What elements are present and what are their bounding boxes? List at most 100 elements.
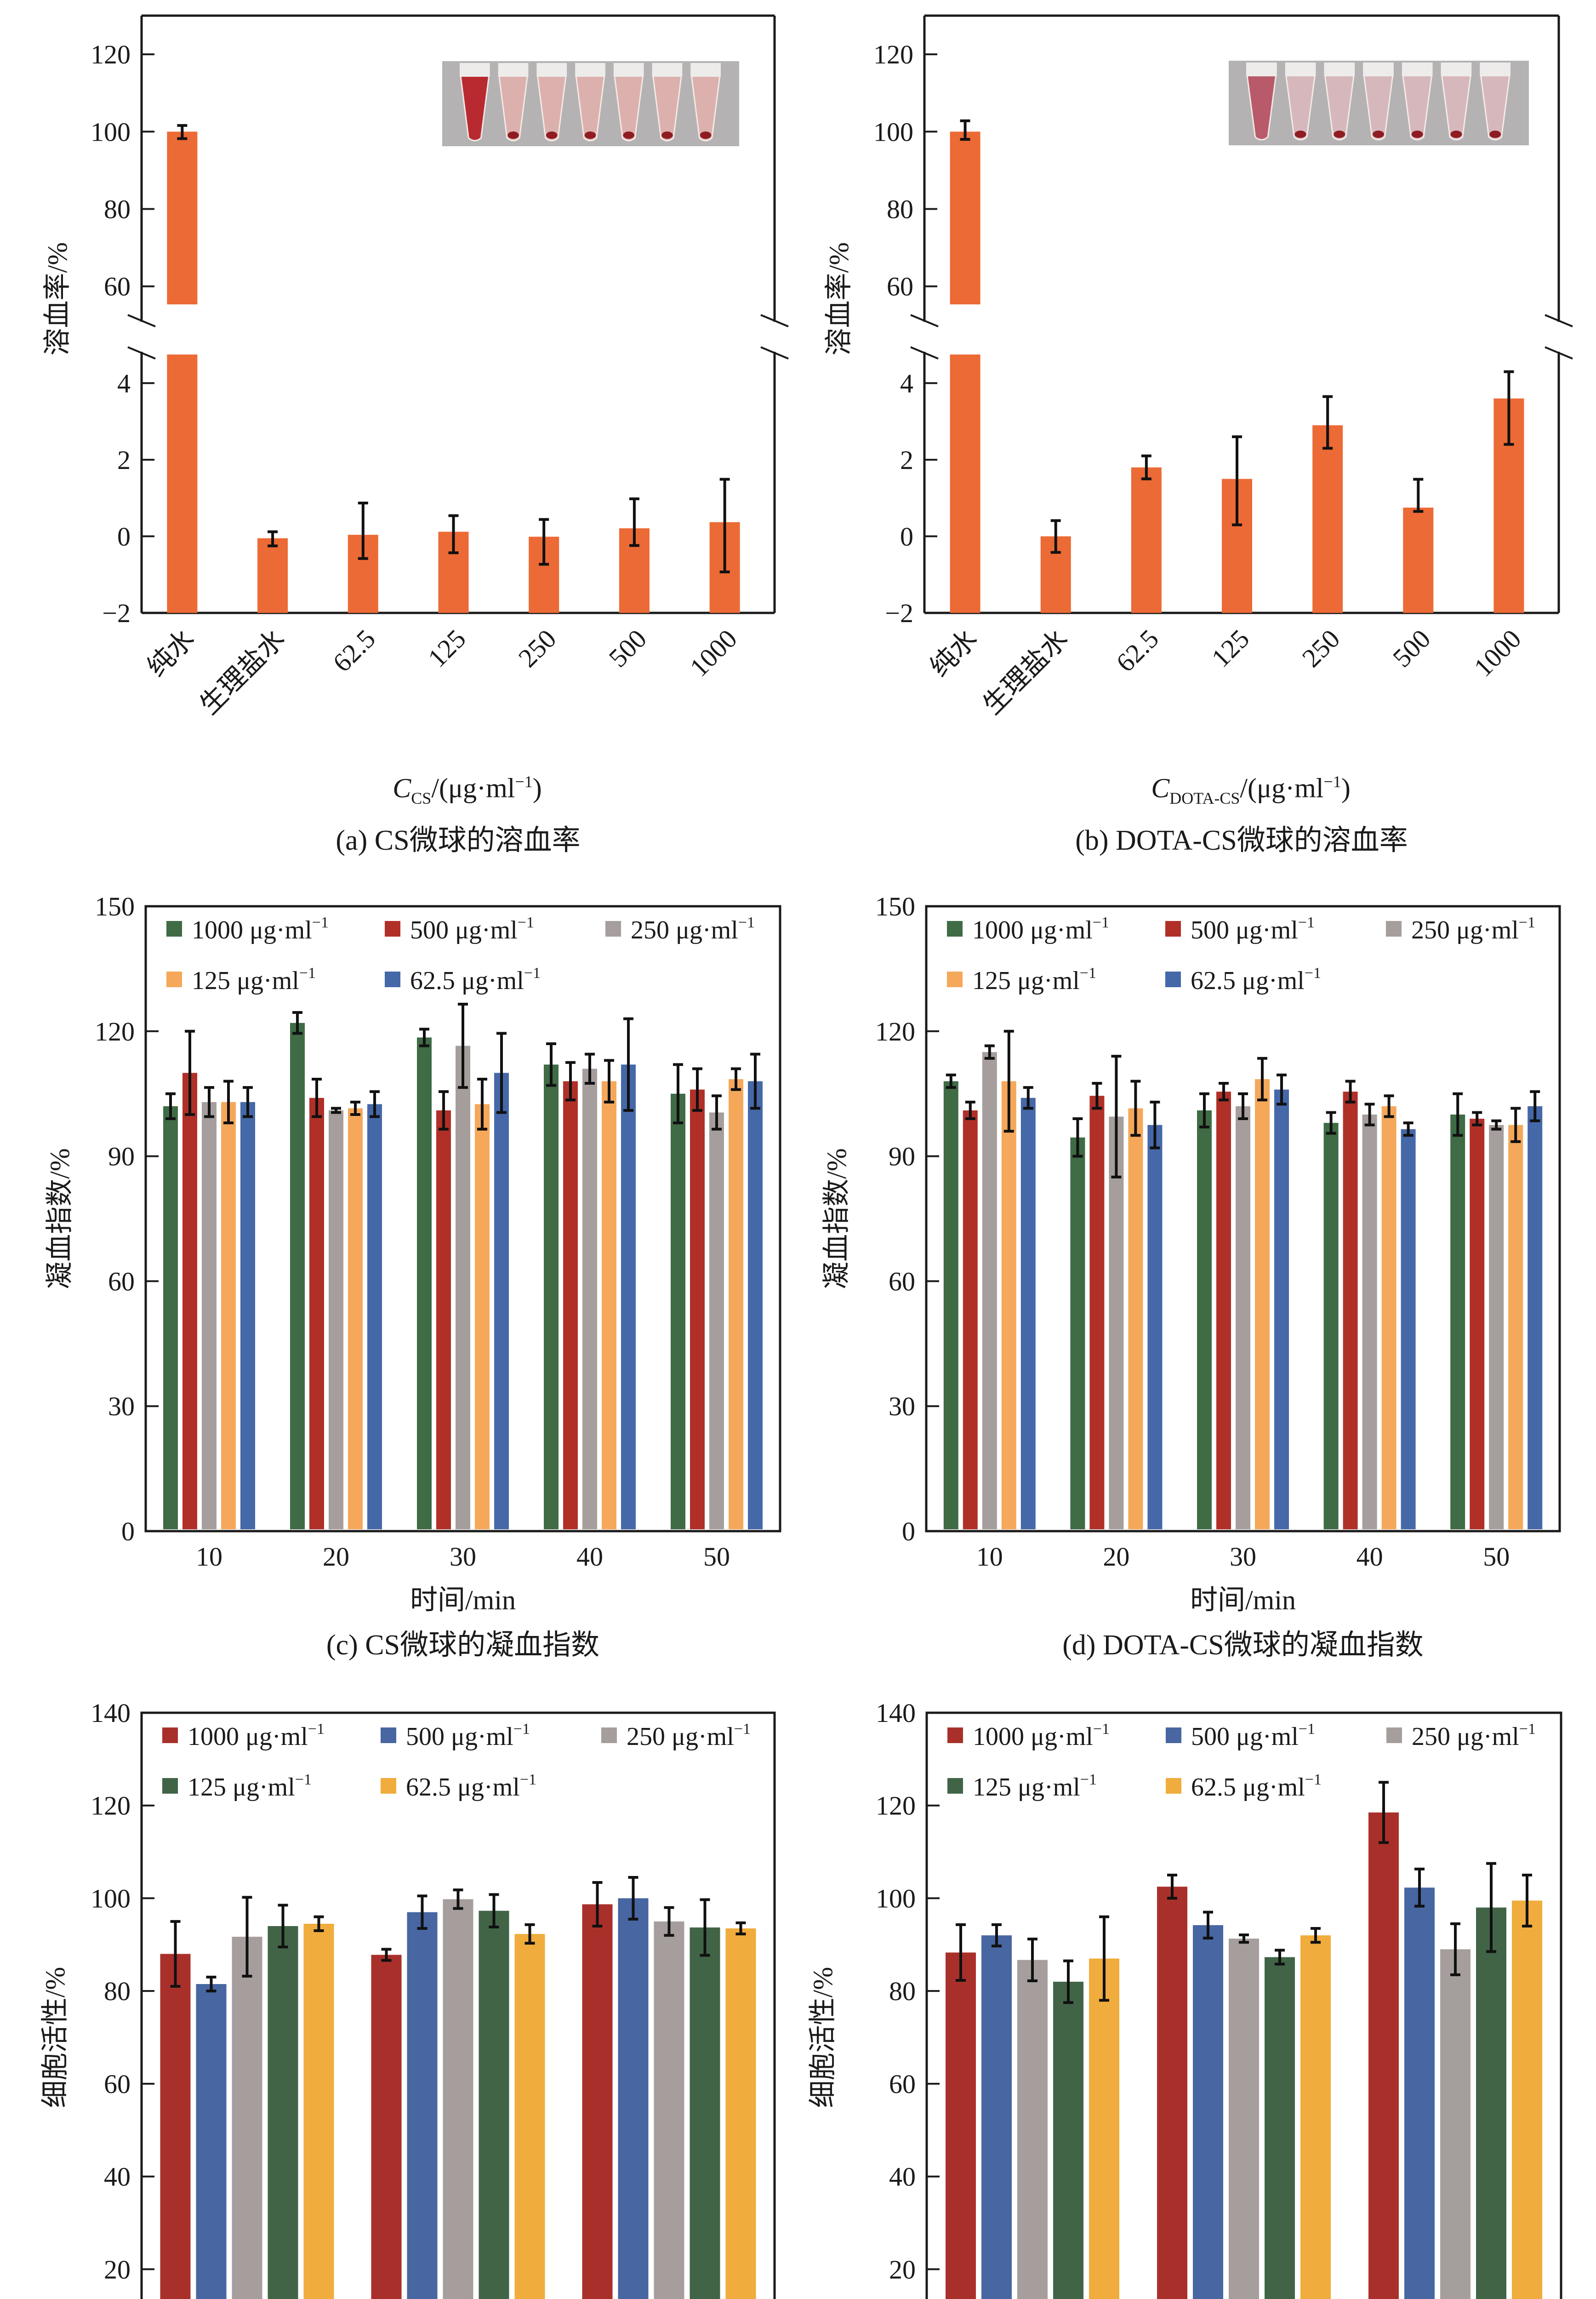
legend-label-text: 500 μg·ml: [1191, 916, 1298, 944]
tube: [1441, 74, 1471, 141]
bar-c-s1-c2: [436, 1110, 451, 1529]
bar-e-s3-c2: [690, 1927, 720, 2299]
y-tick-label: 4: [117, 368, 131, 398]
legend-item: 500 μg·ml−1: [1166, 1721, 1315, 1751]
tube: [460, 75, 490, 142]
plot-frame: [144, 905, 781, 1533]
axis-break-mark-left-upper: [910, 314, 939, 327]
inset-tube-photo: [1229, 61, 1529, 145]
legend-label-text: 250 μg·ml: [1412, 1722, 1519, 1751]
legend-label-superscript: −1: [513, 1721, 530, 1738]
bar-e-s0-c2: [582, 1904, 613, 2299]
legend-item: 125 μg·ml−1: [166, 965, 316, 995]
x-tick-label: 1000: [1468, 623, 1527, 682]
legend-swatch: [385, 921, 400, 937]
y-tick-label: 0: [900, 521, 913, 551]
bar-e-s3-c0: [268, 1926, 298, 2299]
y-tick-label: 140: [876, 1698, 916, 1728]
legend-label-superscript: −1: [1305, 965, 1321, 982]
legend-item: 250 μg·ml−1: [601, 1721, 751, 1751]
bar-c-s1-c4: [690, 1089, 705, 1529]
legend-swatch: [1386, 1727, 1402, 1743]
bar-d-s1-c3: [1343, 1092, 1358, 1529]
tube-pellet: [507, 132, 519, 139]
bar-f-s3-c0: [1053, 1981, 1083, 2299]
legend-swatch: [947, 1727, 963, 1743]
y-tick-label: 4: [900, 368, 913, 398]
y-tick-label: 100: [91, 117, 131, 147]
bar-e-s2-c0: [232, 1937, 262, 2299]
x-tick-label: 500: [603, 623, 652, 673]
tube-cap: [652, 63, 683, 77]
bar-f-s2-c1: [1229, 1939, 1259, 2299]
bar-d-s4-c2: [1274, 1089, 1289, 1529]
legend-label-text: 1000 μg·ml: [973, 1722, 1093, 1751]
tube: [575, 75, 605, 142]
y-tick-label: 0: [121, 1516, 135, 1546]
bar-f-s0-c0: [946, 1952, 976, 2299]
legend-label: 500 μg·ml−1: [406, 1721, 530, 1751]
legend-label-superscript: −1: [1298, 914, 1315, 931]
bar-c-s3-c4: [729, 1079, 743, 1529]
axis-break-mark-right-lower: [1545, 346, 1573, 360]
panel-caption: (b) DOTA-CS微球的溶血率: [1075, 825, 1408, 856]
bar-upper-segment: [950, 132, 980, 304]
axis-break-mark-left-upper: [127, 314, 156, 327]
x-tick-label: 40: [1357, 1542, 1383, 1572]
bar-lower-segment: [167, 355, 198, 613]
legend-label-superscript: −1: [1080, 965, 1096, 982]
bar-c-s4-c1: [367, 1104, 382, 1529]
legend-label-superscript: −1: [1093, 1721, 1110, 1738]
tube-cap: [460, 63, 490, 77]
x-tick-label: 纯水: [924, 623, 983, 682]
bar-c-s3-c1: [348, 1108, 363, 1529]
x-axis-title: CDOTA-CS/(μg·ml−1): [1151, 772, 1351, 807]
y-tick-label: 120: [876, 1791, 916, 1821]
tube: [498, 75, 529, 142]
panel-caption: (d) DOTA-CS微球的凝血指数: [1062, 1630, 1424, 1661]
tube-cap: [1402, 63, 1433, 76]
legend-item: 62.5 μg·ml−1: [1166, 1771, 1322, 1801]
y-axis-title: 凝血指数/%: [821, 1148, 852, 1289]
y-tick-label: 2: [900, 445, 913, 475]
bar-d-s2-c0: [982, 1052, 997, 1529]
bar-f-s3-c2: [1476, 1907, 1506, 2299]
y-tick-label: 30: [889, 1391, 915, 1421]
y-tick-label: 20: [889, 2254, 916, 2284]
x-axis-title-unit: /(μg·ml: [1240, 773, 1323, 803]
bar-f-s2-c0: [1017, 1960, 1048, 2299]
x-tick-label: 10: [976, 1542, 1003, 1572]
tube: [690, 75, 721, 142]
x-tick-label: 生理盐水: [194, 623, 291, 720]
legend-label-text: 250 μg·ml: [1411, 916, 1519, 944]
tube-pellet: [623, 132, 635, 139]
legend-label-superscript: −1: [1519, 1721, 1536, 1738]
x-axis-title-close: ): [1341, 773, 1351, 803]
bar-d-s3-c3: [1381, 1106, 1396, 1529]
bar-c-s0-c4: [671, 1093, 685, 1529]
y-tick-label: 40: [104, 2162, 131, 2192]
x-tick-label: 20: [1103, 1542, 1129, 1572]
x-axis-title-superscript: −1: [515, 772, 532, 791]
legend-item: 1000 μg·ml−1: [162, 1721, 325, 1751]
y-tick-label: 100: [873, 117, 913, 147]
legend-item: 62.5 μg·ml−1: [381, 1771, 536, 1801]
legend-label-text: 500 μg·ml: [406, 1722, 513, 1751]
legend-swatch: [1165, 921, 1181, 937]
plot-frame: [140, 1711, 776, 2299]
tube-cap: [1441, 63, 1472, 76]
legend-swatch: [605, 921, 621, 937]
tube-pellet: [1334, 131, 1345, 138]
tube: [652, 75, 682, 142]
legend-label-text: 500 μg·ml: [410, 916, 518, 944]
y-tick-label: 60: [104, 2069, 131, 2099]
x-tick-label: 40: [576, 1542, 603, 1572]
legend-swatch: [381, 1778, 396, 1794]
plot-frame: [925, 905, 1561, 1533]
legend-label: 125 μg·ml−1: [192, 965, 316, 995]
legend-label-text: 62.5 μg·ml: [1191, 1773, 1305, 1801]
legend-label: 62.5 μg·ml−1: [1191, 1771, 1322, 1801]
bar-c-s3-c2: [475, 1104, 490, 1529]
y-tick-label: 0: [117, 521, 131, 551]
bar: [1403, 507, 1434, 613]
